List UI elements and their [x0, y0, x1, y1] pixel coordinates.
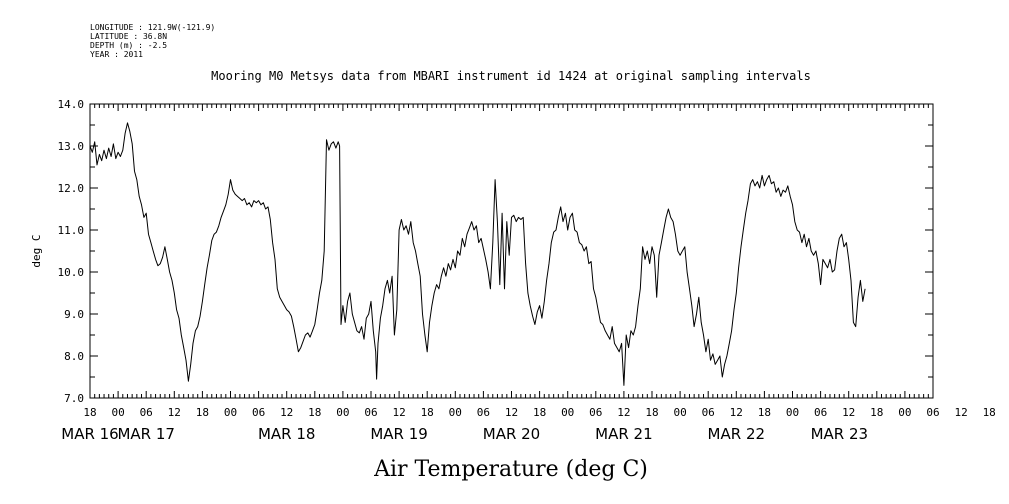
- x-tick-label: 00: [224, 406, 237, 419]
- x-tick-label: 12: [954, 406, 967, 419]
- x-tick-label: 06: [926, 406, 939, 419]
- y-tick-label: 10.0: [58, 266, 85, 279]
- longitude-label: LONGITUDE : 121.9W(-121.9): [90, 23, 215, 32]
- x-tick-label: 00: [786, 406, 799, 419]
- latitude-label: LATITUDE : 36.8N: [90, 32, 167, 41]
- plot-frame: [89, 103, 934, 399]
- x-axis: 18 00 06 12 18 00 06 12 18 00 06 12 18 00 06 12 18 00 06 12…: [61, 104, 996, 443]
- x-tick-label: 18: [758, 406, 771, 419]
- y-tick-label: 14.0: [58, 98, 85, 111]
- x-tick-label: 12: [617, 406, 630, 419]
- x-tick-label: 12: [730, 406, 743, 419]
- y-tick-label: 9.0: [64, 308, 84, 321]
- x-tick-label: 06: [702, 406, 715, 419]
- x-tick-label: 12: [505, 406, 518, 419]
- x-tick-label: 18: [533, 406, 546, 419]
- x-tick-label: 06: [364, 406, 377, 419]
- x-tick-label: 18: [83, 406, 96, 419]
- x-tick-label: 18: [870, 406, 883, 419]
- y-tick-label: 13.0: [58, 140, 85, 153]
- x-tick-label: 00: [111, 406, 124, 419]
- x-tick-label: 18: [983, 406, 996, 419]
- x-axis-label: Air Temperature (deg C): [373, 457, 648, 482]
- date-label: MAR 21: [595, 425, 652, 443]
- x-tick-label: 00: [673, 406, 686, 419]
- date-label: MAR 16: [61, 425, 118, 443]
- date-label: MAR 17: [117, 425, 174, 443]
- x-tick-label: 06: [814, 406, 827, 419]
- x-tick-label: 00: [561, 406, 574, 419]
- depth-label: DEPTH (m) : -2.5: [90, 41, 167, 50]
- y-axis-label: deg C: [30, 234, 43, 267]
- x-tick-label: 18: [196, 406, 209, 419]
- date-label: MAR 19: [370, 425, 427, 443]
- x-tick-label: 12: [168, 406, 181, 419]
- year-label: YEAR : 2011: [90, 50, 143, 59]
- date-label: MAR 18: [258, 425, 315, 443]
- series-line: [89, 122, 866, 386]
- series-layer: [89, 122, 866, 386]
- x-tick-label: 06: [252, 406, 265, 419]
- chart-title: Mooring M0 Metsys data from MBARI instru…: [211, 69, 811, 83]
- header-metadata: LONGITUDE : 121.9W(-121.9) LATITUDE : 36…: [90, 23, 215, 59]
- y-tick-label: 7.0: [64, 392, 84, 405]
- x-tick-label: 18: [645, 406, 658, 419]
- date-label: MAR 20: [483, 425, 540, 443]
- x-tick-label: 00: [449, 406, 462, 419]
- x-tick-label: 06: [140, 406, 153, 419]
- date-label: MAR 23: [811, 425, 868, 443]
- x-tick-label: 18: [308, 406, 321, 419]
- x-tick-label: 00: [336, 406, 349, 419]
- y-tick-label: 11.0: [58, 224, 85, 237]
- x-tick-label: 12: [392, 406, 405, 419]
- x-tick-label: 06: [589, 406, 602, 419]
- y-tick-label: 8.0: [64, 350, 84, 363]
- y-axis: 7.0 8.0 9.0 10.0 11.0 12.0 13.0 14.0: [58, 98, 933, 405]
- y-tick-label: 12.0: [58, 182, 85, 195]
- x-tick-label: 12: [280, 406, 293, 419]
- x-tick-label: 06: [477, 406, 490, 419]
- x-tick-label: 00: [898, 406, 911, 419]
- x-tick-label: 18: [421, 406, 434, 419]
- x-tick-label: 12: [842, 406, 855, 419]
- date-label: MAR 22: [708, 425, 765, 443]
